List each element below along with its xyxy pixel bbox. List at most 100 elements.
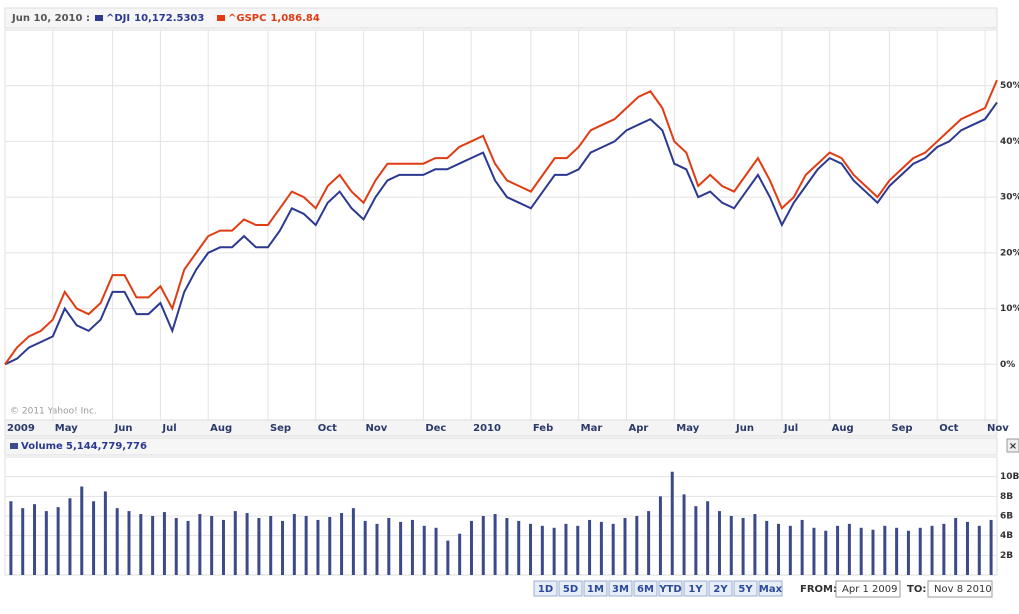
x-tick-label: Oct	[939, 423, 958, 434]
close-button[interactable]	[1006, 438, 1019, 453]
bar	[281, 520, 285, 575]
bar	[399, 521, 403, 575]
bar	[517, 520, 521, 575]
bar	[304, 516, 308, 575]
range-button[interactable]	[733, 580, 758, 597]
volume-header	[4, 437, 998, 456]
y-tick-label: 50%	[1000, 81, 1019, 91]
range-button-label[interactable]: 1M	[587, 584, 604, 595]
bar	[481, 516, 485, 575]
header-bar	[4, 7, 998, 29]
bar	[33, 504, 37, 575]
range-button[interactable]	[583, 580, 608, 597]
bar	[21, 508, 25, 575]
from-value[interactable]: Apr 1 2009	[842, 584, 897, 595]
range-button-label[interactable]: 2Y	[713, 584, 728, 595]
bar	[434, 527, 438, 575]
to-input[interactable]	[927, 580, 993, 598]
bar	[824, 530, 828, 575]
legend-value: 1,086.84	[270, 13, 319, 24]
range-button-label[interactable]: 6M	[637, 584, 654, 595]
legend-swatch	[95, 15, 103, 21]
bar	[670, 471, 674, 575]
bar	[635, 516, 639, 575]
range-button[interactable]	[758, 580, 783, 597]
x-tick-label: Aug	[832, 423, 854, 434]
bar	[198, 514, 202, 575]
to-label: TO:	[907, 584, 926, 595]
bar	[836, 525, 840, 575]
bar	[92, 501, 96, 575]
range-button[interactable]	[608, 580, 633, 597]
bar	[56, 507, 60, 575]
line	[4, 79, 998, 365]
bar	[800, 519, 804, 575]
x-tick-label: May	[676, 423, 699, 434]
bar	[151, 516, 155, 575]
bar	[375, 523, 379, 575]
from-input[interactable]	[835, 580, 901, 598]
bar	[422, 525, 426, 575]
x-tick-label: Sep	[891, 423, 912, 434]
to-value[interactable]: Nov 8 2010	[934, 584, 992, 595]
bar	[658, 496, 662, 575]
line	[4, 101, 998, 366]
range-button[interactable]	[683, 580, 708, 597]
bar	[80, 486, 84, 575]
bar	[682, 494, 686, 575]
bar	[847, 523, 851, 575]
bar	[989, 519, 993, 575]
legend-name: ^GSPC	[228, 13, 266, 24]
range-button[interactable]	[658, 580, 683, 597]
range-button-label[interactable]: YTD	[658, 584, 681, 595]
close-icon[interactable]: ×	[1009, 441, 1017, 452]
bar	[233, 511, 237, 575]
range-button-label[interactable]: Max	[759, 584, 783, 595]
bar	[387, 517, 391, 575]
bar	[930, 525, 934, 575]
bar	[269, 516, 273, 575]
bar	[245, 513, 249, 575]
x-tick-label: Aug	[210, 423, 232, 434]
bar	[446, 540, 450, 575]
bar	[139, 514, 143, 575]
bar	[44, 511, 48, 575]
x-tick-label: Mar	[581, 423, 603, 434]
bar	[540, 525, 544, 575]
x-tick-label: Apr	[628, 423, 648, 434]
x-axis-bar	[4, 419, 998, 437]
volume-title: Volume	[21, 441, 63, 452]
bar	[753, 514, 757, 575]
bar	[340, 513, 344, 575]
bar	[186, 520, 190, 575]
y-tick-label: 0%	[1000, 360, 1015, 370]
bar	[529, 523, 533, 575]
x-tick-label: 2009	[7, 423, 35, 434]
range-button-label[interactable]: 1D	[538, 584, 553, 595]
bar	[895, 527, 899, 575]
bar	[458, 533, 462, 575]
range-button-label[interactable]: 5Y	[738, 584, 753, 595]
bar	[906, 530, 910, 575]
range-button-label[interactable]: 3M	[612, 584, 629, 595]
range-button[interactable]	[633, 580, 658, 597]
y-tick-label: 10%	[1000, 304, 1019, 314]
legend-swatch	[217, 15, 225, 21]
x-tick-label: Nov	[366, 423, 388, 434]
bar	[221, 519, 225, 575]
range-button-label[interactable]: 5D	[563, 584, 578, 595]
from-label: FROM:	[800, 584, 837, 595]
bar	[9, 501, 13, 575]
bar	[611, 523, 615, 575]
x-tick-label: 2010	[473, 423, 501, 434]
bar	[115, 508, 119, 575]
range-button[interactable]	[708, 580, 733, 597]
range-button[interactable]	[558, 580, 583, 597]
bar	[588, 519, 592, 575]
bar	[174, 517, 178, 575]
range-button-label[interactable]: 1Y	[688, 584, 703, 595]
bar	[576, 525, 580, 575]
range-button[interactable]	[533, 580, 558, 597]
